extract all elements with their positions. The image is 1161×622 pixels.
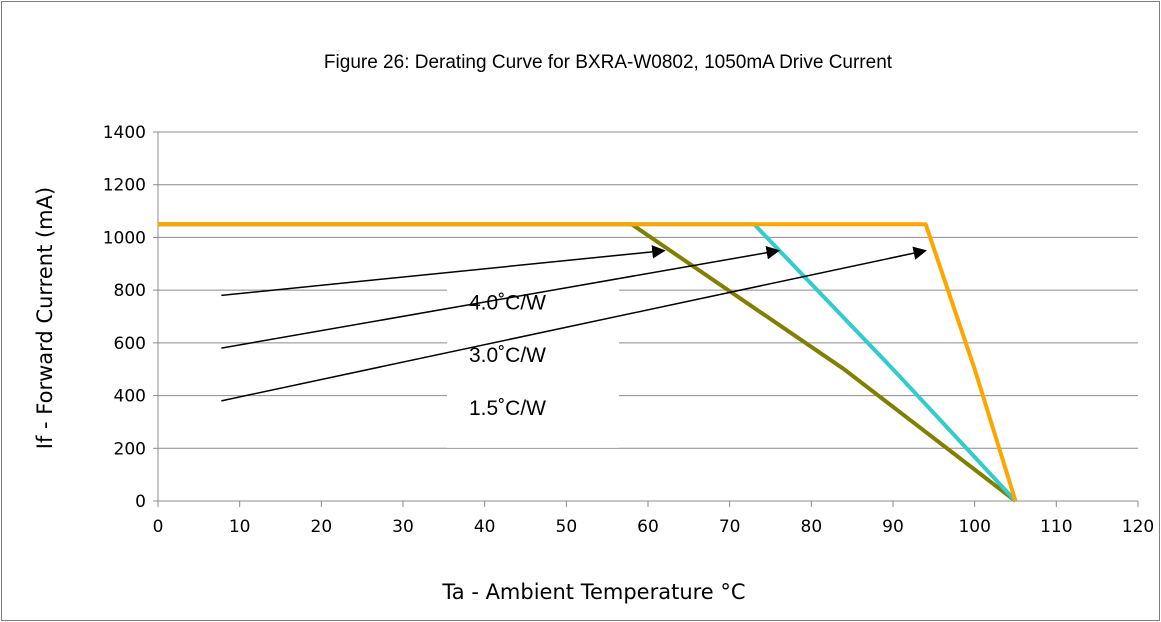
annotations: 4.0˚C/W 3.0˚C/W 1.5˚C/W [221,245,927,448]
y-tick-label: 0 [135,492,146,512]
tick-labels: 0 200 400 600 800 1000 1200 1400 0 10 20 30 40 50 60 70… [103,123,1154,537]
x-tick-label: 50 [556,517,578,537]
x-tick-label: 110 [1040,517,1072,537]
x-tick-label: 10 [229,517,251,537]
series-lines [158,222,1018,503]
annotation-label-1: 4.0˚C/W [469,291,546,314]
x-tick-label: 100 [958,517,990,537]
x-axis-label: Ta - Ambient Temperature °C [441,580,745,604]
y-tick-label: 400 [114,387,146,407]
x-tick-label: 70 [719,517,741,537]
annotation-box [447,270,619,448]
y-tick-label: 600 [114,334,146,354]
x-tick-label: 90 [882,517,904,537]
y-tick-label: 200 [114,439,146,459]
x-tick-label: 120 [1122,517,1154,537]
gridlines [158,131,1138,449]
axes [153,131,1139,507]
y-tick-label: 800 [114,281,146,301]
x-tick-label: 20 [311,517,333,537]
x-tick-label: 80 [801,517,823,537]
annotation-arrow-2 [221,246,780,349]
x-tick-label: 30 [392,517,414,537]
x-tick-label: 0 [153,517,164,537]
annotation-arrow-1 [221,245,666,297]
y-tick-label: 1400 [103,123,146,143]
annotation-arrow-3 [221,246,927,402]
chart-title: Figure 26: Derating Curve for BXRA-W0802… [324,52,893,73]
series-line-3 [158,222,1018,502]
y-tick-label: 1200 [103,176,146,196]
annotation-label-2: 3.0˚C/W [469,344,546,367]
annotation-label-3: 1.5˚C/W [469,397,546,420]
x-tick-label: 60 [637,517,659,537]
y-tick-label: 1000 [103,228,146,248]
x-tick-label: 40 [474,517,496,537]
y-axis-label: If - Forward Current (mA) [33,187,57,449]
